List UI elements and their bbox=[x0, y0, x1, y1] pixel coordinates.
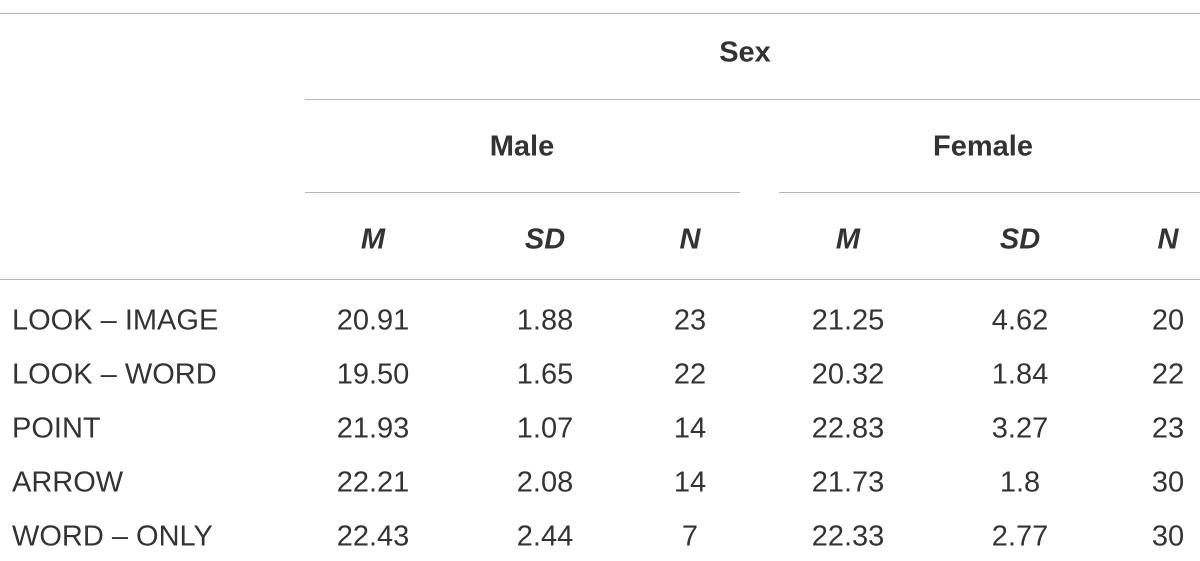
row-label: WORD – ONLY bbox=[12, 520, 213, 553]
cell: 1.88 bbox=[516, 304, 574, 337]
subgroup-header: Male bbox=[489, 130, 555, 163]
subgroup-header: Female bbox=[933, 130, 1033, 163]
row-label: LOOK – WORD bbox=[12, 358, 217, 391]
cell: 22.83 bbox=[811, 412, 885, 445]
cell: 22 bbox=[673, 358, 707, 391]
cell: 21.25 bbox=[811, 304, 885, 337]
cell: 1.84 bbox=[991, 358, 1049, 391]
cell: 1.07 bbox=[516, 412, 574, 445]
column-header: N bbox=[1157, 223, 1179, 256]
cell: 23 bbox=[1151, 412, 1185, 445]
cell: 7 bbox=[681, 520, 699, 553]
cell: 1.65 bbox=[516, 358, 574, 391]
row-label: ARROW bbox=[12, 466, 124, 499]
cell: 23 bbox=[673, 304, 707, 337]
cell: 30 bbox=[1151, 520, 1185, 553]
group-rule bbox=[305, 99, 1200, 100]
cell: 4.62 bbox=[991, 304, 1049, 337]
cell: 14 bbox=[673, 466, 707, 499]
cell: 22.43 bbox=[336, 520, 410, 553]
cell: 30 bbox=[1151, 466, 1185, 499]
cell: 2.08 bbox=[516, 466, 574, 499]
group-header: Sex bbox=[719, 36, 771, 69]
cell: 22 bbox=[1151, 358, 1185, 391]
cell: 20 bbox=[1151, 304, 1185, 337]
column-header: N bbox=[679, 223, 701, 256]
cell: 14 bbox=[673, 412, 707, 445]
cell: 19.50 bbox=[336, 358, 410, 391]
cell: 22.21 bbox=[336, 466, 410, 499]
cell: 22.33 bbox=[811, 520, 885, 553]
cell: 2.77 bbox=[991, 520, 1049, 553]
row-label: LOOK – IMAGE bbox=[12, 304, 219, 337]
top-rule bbox=[0, 13, 1200, 14]
subgroup-rule bbox=[305, 192, 740, 193]
cell: 21.93 bbox=[336, 412, 410, 445]
column-header: SD bbox=[524, 223, 566, 256]
cell: 1.8 bbox=[999, 466, 1041, 499]
cell: 20.91 bbox=[336, 304, 410, 337]
cell: 2.44 bbox=[516, 520, 574, 553]
header-rule bbox=[0, 279, 1200, 280]
cell: 21.73 bbox=[811, 466, 885, 499]
subgroup-rule bbox=[779, 192, 1200, 193]
column-header: M bbox=[835, 223, 861, 256]
cell: 20.32 bbox=[811, 358, 885, 391]
row-label: POINT bbox=[12, 412, 101, 445]
cell: 3.27 bbox=[991, 412, 1049, 445]
column-header: M bbox=[360, 223, 386, 256]
column-header: SD bbox=[999, 223, 1041, 256]
